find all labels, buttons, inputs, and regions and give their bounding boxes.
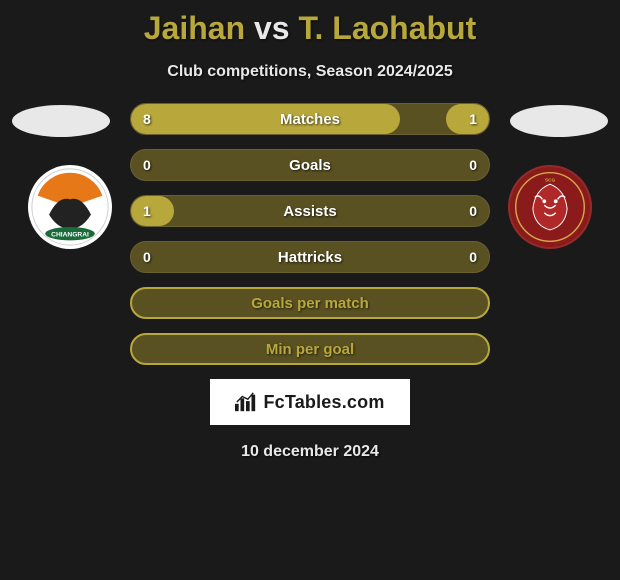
chiangrai-icon: CHIANGRAI — [30, 165, 110, 249]
comparison-panel: CHIANGRAI SCG 8Matches10Goals01Assists00… — [0, 103, 620, 461]
subtitle: Club competitions, Season 2024/2025 — [0, 63, 620, 81]
svg-text:CHIANGRAI: CHIANGRAI — [51, 232, 89, 239]
stat-fill-left — [131, 196, 174, 226]
muangthong-icon: SCG — [510, 165, 590, 249]
stat-label: Matches — [280, 111, 340, 128]
stat-row-matches: 8 Matches 1 — [130, 103, 490, 135]
title-vs: vs — [254, 10, 290, 46]
stat-value-left: 8 — [143, 111, 151, 127]
extra-row-label: Min per goal — [266, 341, 354, 358]
stat-label: Hattricks — [278, 249, 342, 266]
stat-label: Assists — [283, 203, 336, 220]
stat-value-left: 0 — [143, 157, 151, 173]
stat-fill-left — [131, 104, 400, 134]
stat-row-hattricks: 0 Hattricks 0 — [130, 241, 490, 273]
stat-value-left: 1 — [143, 203, 151, 219]
date-text: 10 december 2024 — [0, 443, 620, 461]
extra-row-label: Goals per match — [251, 295, 369, 312]
club-logo-right: SCG — [508, 165, 592, 249]
stat-bars: 8 Matches 1 0 Goals 0 1 Assists 0 0 Hattricks 0 Goal… — [130, 103, 490, 365]
extra-row-min-per-goal: Min per goal — [130, 333, 490, 365]
svg-text:SCG: SCG — [545, 177, 556, 183]
stat-row-assists: 1 Assists 0 — [130, 195, 490, 227]
stat-value-right: 0 — [469, 203, 477, 219]
title-player-left: Jaihan — [144, 10, 245, 46]
fctables-icon — [235, 392, 257, 412]
brand-box[interactable]: FcTables.com — [210, 379, 410, 425]
stat-label: Goals — [289, 157, 331, 174]
stat-value-left: 0 — [143, 249, 151, 265]
stat-row-goals: 0 Goals 0 — [130, 149, 490, 181]
title-player-right: T. Laohabut — [298, 10, 476, 46]
club-logo-left: CHIANGRAI — [28, 165, 112, 249]
page-title: Jaihan vs T. Laohabut — [0, 0, 620, 47]
extra-row-goals-per-match: Goals per match — [130, 287, 490, 319]
stat-value-right: 0 — [469, 249, 477, 265]
brand-text: FcTables.com — [263, 392, 384, 413]
player-shadow-right — [510, 105, 608, 137]
stat-value-right: 1 — [469, 111, 477, 127]
stat-fill-right — [446, 104, 489, 134]
stat-value-right: 0 — [469, 157, 477, 173]
player-shadow-left — [12, 105, 110, 137]
